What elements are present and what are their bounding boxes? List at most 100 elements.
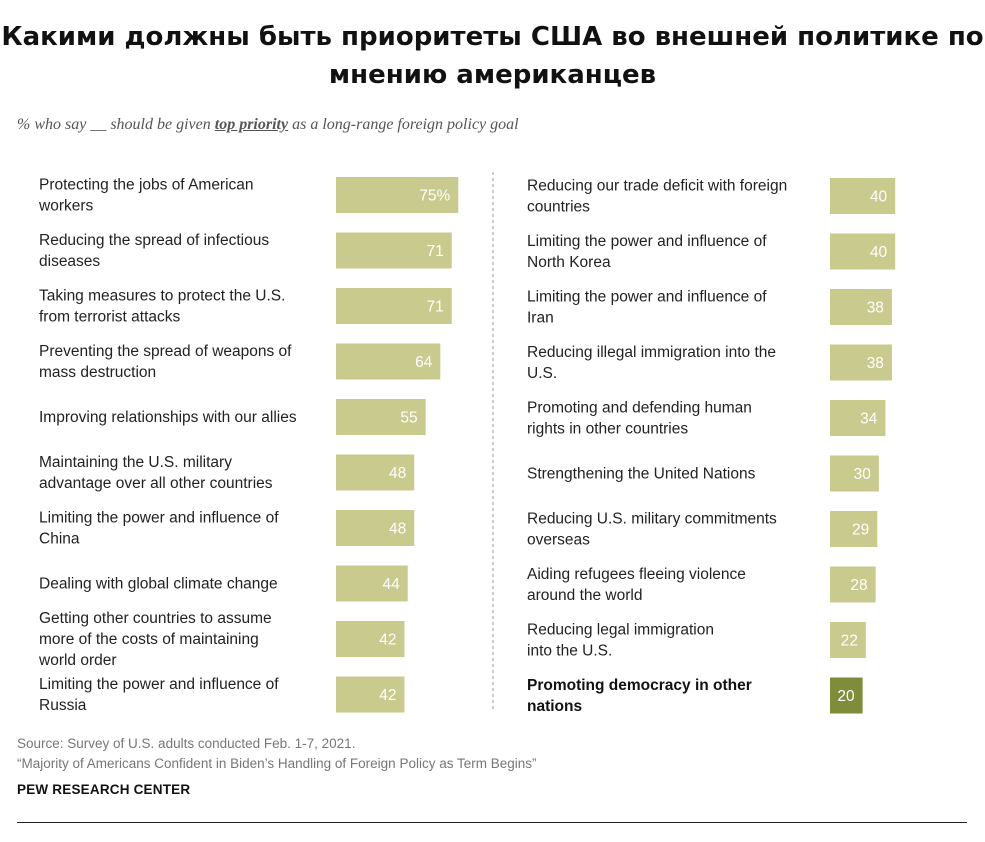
- source-line: Source: Survey of U.S. adults conducted …: [17, 736, 356, 751]
- bar: [336, 343, 441, 380]
- category-label-line: Russia: [39, 697, 87, 714]
- category-label-line: Protecting the jobs of American: [39, 177, 254, 194]
- bar: [830, 344, 892, 381]
- bar: [830, 566, 876, 603]
- bar: [830, 233, 896, 270]
- category-label-line: Reducing the spread of infectious: [39, 232, 269, 249]
- category-label: Aiding refugees fleeing violence around t…: [527, 566, 746, 604]
- bar: [830, 677, 863, 714]
- value-label: 55: [400, 410, 417, 427]
- category-label-line: Limiting the power and influence of: [39, 510, 279, 527]
- category-label: Dealing with global climate change: [39, 576, 278, 593]
- value-label: 71: [426, 243, 443, 260]
- category-label-line: North Korea: [527, 254, 611, 271]
- bar: [830, 622, 866, 658]
- category-label-line: Improving relationships with our allies: [39, 409, 297, 426]
- category-label-line: countries: [527, 199, 590, 216]
- category-label-line: Maintaining the U.S. military: [39, 454, 232, 471]
- value-label: 48: [389, 521, 406, 538]
- category-label: Limiting the power and influence of China: [39, 510, 279, 548]
- report-title: “Majority of Americans Confident in Bide…: [17, 756, 537, 771]
- bar: [336, 399, 426, 435]
- bar: [336, 177, 459, 213]
- subtitle-suffix: as a long-range foreign policy goal: [288, 116, 519, 133]
- category-label-line: Preventing the spread of weapons of: [39, 343, 292, 360]
- category-label: Promoting democracy in other nations: [527, 677, 752, 715]
- category-label-line: Iran: [527, 310, 554, 327]
- category-label: Improving relationships with our allies: [39, 409, 297, 426]
- category-label-line: more of the costs of maintaining: [39, 631, 259, 648]
- category-label-line: Limiting the power and influence of: [527, 289, 767, 306]
- category-label-line: diseases: [39, 253, 100, 270]
- bar: [830, 289, 892, 325]
- category-label-line: China: [39, 531, 80, 548]
- chart-subtitle: % who say __ should be given top priorit…: [17, 116, 519, 134]
- category-label: Preventing the spread of weapons of mass …: [39, 343, 292, 381]
- category-label-line: into the U.S.: [527, 643, 612, 660]
- chart-title: Какими должны быть приоритеты США во вне…: [1, 22, 984, 90]
- category-label: Reducing our trade deficit with foreign c…: [527, 178, 787, 216]
- category-label-line: nations: [527, 698, 582, 715]
- value-label: 42: [379, 687, 396, 704]
- category-label-line: Promoting and defending human: [527, 400, 752, 417]
- category-label-line: Getting other countries to assume: [39, 610, 272, 627]
- bar: [336, 621, 405, 657]
- category-label: Reducing illegal immigration into the U.S…: [527, 344, 776, 382]
- category-label-line: Reducing illegal immigration into the: [527, 344, 776, 361]
- category-label-line: around the world: [527, 587, 642, 604]
- bar: [830, 511, 878, 547]
- value-label: 71: [426, 299, 443, 316]
- value-label: 34: [860, 411, 878, 428]
- category-label-line: world order: [38, 652, 117, 669]
- category-label: Taking measures to protect the U.S. from …: [39, 288, 285, 326]
- value-label: 40: [870, 244, 888, 261]
- value-label: 38: [867, 355, 884, 372]
- bar: [830, 178, 896, 214]
- category-label-line: overseas: [527, 532, 590, 549]
- value-label: 22: [841, 633, 858, 650]
- bar: [336, 288, 452, 324]
- value-label: 48: [389, 465, 406, 482]
- category-label-line: Reducing our trade deficit with foreign: [527, 178, 787, 195]
- bar: [830, 400, 886, 436]
- category-label: Maintaining the U.S. military advantage o…: [39, 454, 273, 492]
- category-label: Reducing the spread of infectious disease…: [39, 232, 269, 270]
- subtitle-emphasis: top priority: [214, 116, 289, 133]
- category-label-line: rights in other countries: [527, 421, 688, 438]
- bar: [830, 455, 879, 492]
- category-label: Limiting the power and influence of Russi…: [39, 676, 279, 714]
- category-label-line: Strengthening the United Nations: [527, 466, 756, 483]
- category-label-line: Reducing U.S. military commitments: [527, 511, 777, 528]
- organization-name: PEW RESEARCH CENTER: [17, 782, 191, 797]
- bar: [336, 232, 452, 269]
- category-label: Reducing U.S. military commitments overse…: [527, 511, 777, 549]
- category-label: Getting other countries to assume more of…: [38, 610, 272, 669]
- category-label-line: Taking measures to protect the U.S.: [39, 288, 285, 305]
- bar: [336, 510, 415, 546]
- category-label: Promoting and defending human rights in o…: [527, 400, 752, 438]
- value-label: 75%: [419, 188, 450, 205]
- bar: [336, 454, 415, 491]
- value-label: 20: [837, 688, 855, 705]
- value-label: 30: [854, 466, 872, 483]
- value-label: 40: [870, 189, 888, 206]
- category-label-line: mass destruction: [39, 364, 156, 381]
- value-label: 38: [867, 300, 884, 317]
- category-label-line: Reducing legal immigration: [527, 622, 714, 639]
- category-label-line: Promoting democracy in other: [527, 677, 752, 694]
- category-label: Limiting the power and influence of Iran: [527, 289, 767, 327]
- category-label: Limiting the power and influence of North…: [527, 233, 767, 271]
- value-label: 29: [852, 522, 869, 539]
- category-label-line: Dealing with global climate change: [39, 576, 278, 593]
- bar-chart: Protecting the jobs of American workers 75…: [38, 172, 896, 715]
- subtitle-prefix: % who say __ should be given: [17, 116, 215, 133]
- category-label: Reducing legal immigration into the U.S.: [527, 622, 714, 660]
- category-label-line: U.S.: [527, 365, 557, 382]
- category-label-line: advantage over all other countries: [39, 475, 273, 492]
- bar: [336, 565, 408, 602]
- category-label-line: Limiting the power and influence of: [39, 676, 279, 693]
- category-label-line: from terrorist attacks: [39, 309, 180, 326]
- category-label-line: Aiding refugees fleeing violence: [527, 566, 746, 583]
- category-label: Strengthening the United Nations: [527, 466, 756, 483]
- value-label: 64: [415, 354, 433, 371]
